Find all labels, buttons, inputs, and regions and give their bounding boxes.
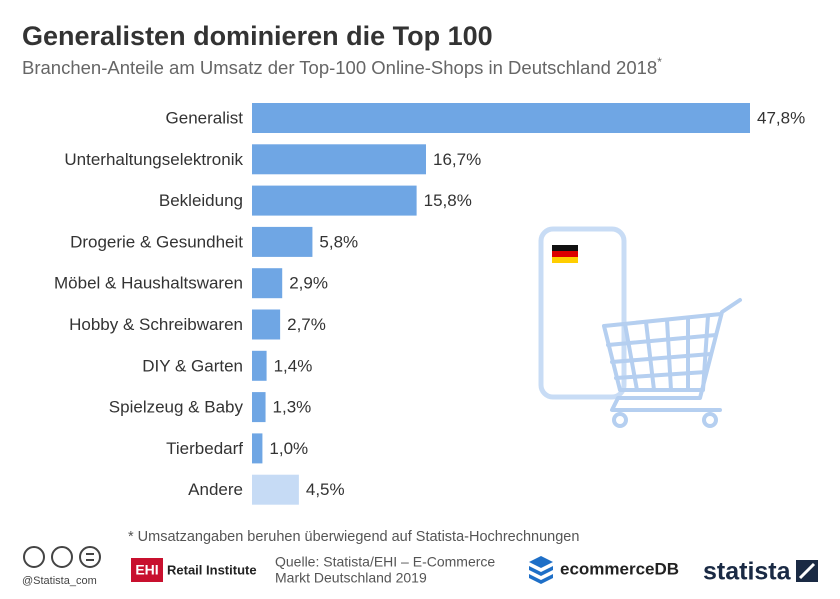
bar [252,350,267,381]
cc-icons [23,546,101,568]
category-label: Tierbedarf [166,439,243,458]
chart-subtitle: Branchen-Anteile am Umsatz der Top-100 O… [22,55,662,78]
brand: statista [703,558,792,586]
cart [602,298,742,428]
category-label: Andere [188,480,243,499]
partner-name: Retail Institute [167,562,257,577]
value-label: 1,4% [274,356,313,375]
bar [252,103,750,133]
bar [252,309,281,340]
chart-title: Generalisten dominieren die Top 100 [22,21,493,51]
category-label: Möbel & Haushaltswaren [54,274,243,293]
flag-black [552,245,578,251]
value-label: 1,0% [269,439,308,458]
value-label: 1,3% [273,398,312,417]
bar [252,433,263,464]
category-label: Unterhaltungselektronik [64,150,243,169]
partner-logo [131,558,163,582]
phone [538,226,627,400]
source-line-1: Quelle: Statista/EHI – E-Commerce [275,554,495,570]
value-label: 4,5% [306,480,345,499]
category-label: Spielzeug & Baby [109,398,244,417]
ecommercedb-icon [529,556,553,584]
flag-gold [552,257,578,263]
bar [252,226,313,257]
value-label: 15,8% [424,191,472,210]
handle: @Statista_com [22,575,97,587]
subtitle-mark: * [657,55,662,69]
category-label: Bekleidung [159,191,243,210]
partner-short: EHI [135,562,158,578]
category-label: Hobby & Schreibwaren [69,315,243,334]
footnote: * Umsatzangaben beruhen überwiegend auf … [128,529,579,545]
value-label: 2,9% [289,274,328,293]
category-label: Generalist [166,108,244,127]
value-label: 16,7% [433,150,481,169]
brand2: ecommerceDB [560,559,679,578]
bar [252,268,283,299]
value-label: 5,8% [319,232,358,251]
brand-icon-stroke [798,562,816,580]
category-label: DIY & Garten [142,356,243,375]
bar [252,474,299,505]
bar [252,144,426,175]
bar [252,392,266,423]
bar [252,185,417,216]
value-label: 47,8% [757,108,805,127]
flag-red [552,251,578,257]
category-label: Drogerie & Gesundheit [70,232,243,251]
source-line-2: Markt Deutschland 2019 [275,570,427,586]
illustration [538,226,742,428]
value-label: 2,7% [287,315,326,334]
subtitle-text: Branchen-Anteile am Umsatz der Top-100 O… [22,57,657,78]
